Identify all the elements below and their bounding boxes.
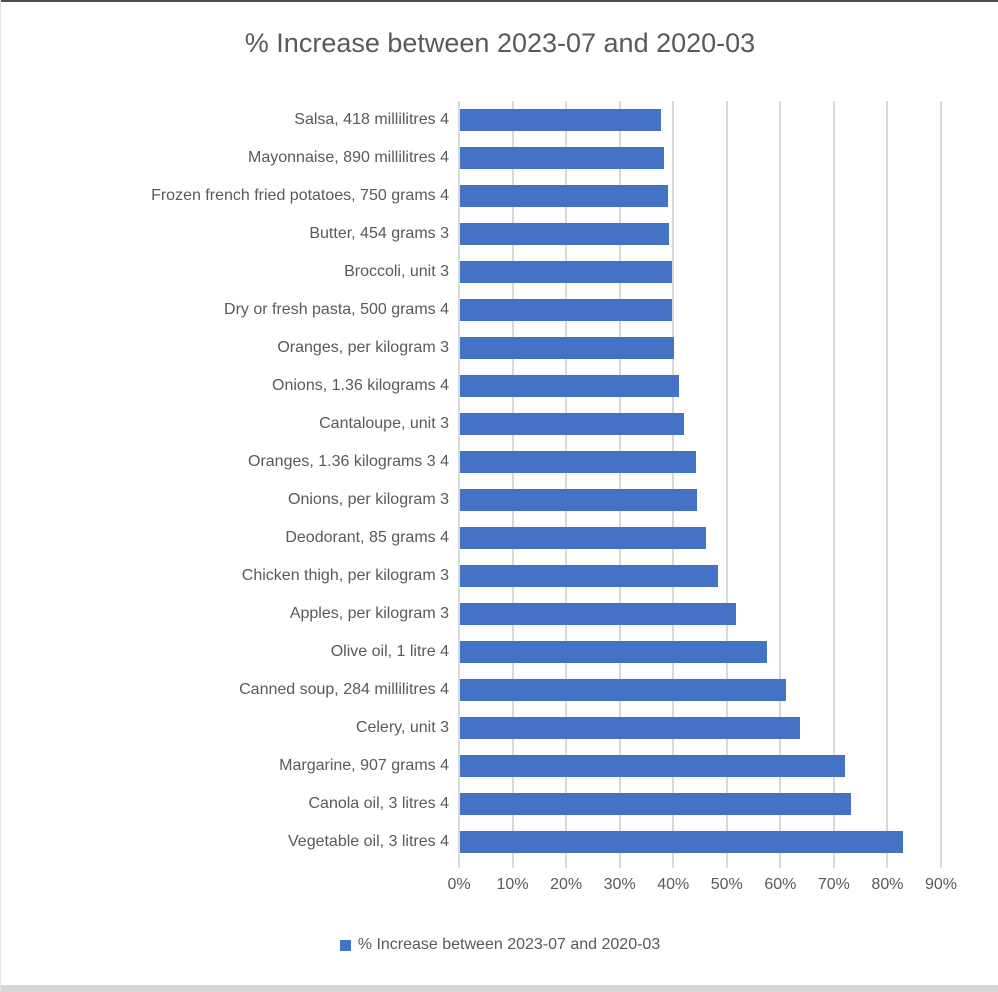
legend-label: % Increase between 2023-07 and 2020-03 — [357, 936, 661, 953]
bar-3 — [460, 185, 668, 207]
gridline-60% — [779, 101, 782, 861]
category-label-1: Salsa, 418 millilitres 4 — [294, 111, 449, 128]
axis-tick-80% — [886, 861, 889, 868]
axis-tick-90% — [940, 861, 942, 868]
bar-8 — [460, 375, 679, 397]
bar-17 — [460, 717, 800, 739]
value-axis-label-40%: 40% — [657, 876, 690, 893]
gridline-30% — [618, 101, 621, 861]
gridline-70% — [832, 101, 835, 861]
axis-tick-20% — [565, 861, 568, 868]
value-axis-label-90%: 90% — [924, 876, 958, 893]
category-label-20: Vegetable oil, 3 litres 4 — [288, 833, 449, 850]
category-label-13: Chicken thigh, per kilogram 3 — [241, 567, 449, 584]
bar-11 — [460, 489, 697, 511]
gridline-10% — [511, 101, 514, 861]
bar-13 — [460, 565, 719, 587]
bar-7 — [460, 337, 675, 359]
value-axis-label-30%: 30% — [603, 876, 636, 893]
bar-5 — [460, 261, 672, 283]
bar-20 — [460, 831, 903, 853]
bar-2 — [460, 147, 664, 169]
category-label-9: Cantaloupe, unit 3 — [319, 415, 449, 432]
axis-tick-10% — [511, 861, 514, 868]
gridline-80% — [886, 101, 889, 861]
plot-area — [458, 101, 942, 868]
bar-10 — [460, 451, 696, 473]
category-label-18: Margarine, 907 grams 4 — [279, 757, 449, 774]
category-label-7: Oranges, per kilogram 3 — [277, 339, 449, 356]
axis-tick-30% — [618, 861, 621, 868]
gridline-20% — [565, 101, 568, 861]
axis-tick-70% — [832, 861, 835, 868]
legend: % Increase between 2023-07 and 2020-03 — [1, 936, 998, 954]
category-label-4: Butter, 454 grams 3 — [309, 225, 449, 242]
bar-1 — [460, 109, 661, 131]
bar-6 — [460, 299, 673, 321]
value-axis-label-70%: 70% — [817, 876, 850, 893]
gridline-50% — [725, 101, 728, 861]
category-label-11: Onions, per kilogram 3 — [288, 491, 449, 508]
gridline-90% — [940, 101, 942, 861]
bar-16 — [460, 679, 786, 701]
category-label-16: Canned soup, 284 millilitres 4 — [239, 681, 449, 698]
bottom-border — [1, 985, 998, 992]
category-label-14: Apples, per kilogram 3 — [289, 605, 449, 622]
category-label-5: Broccoli, unit 3 — [344, 263, 449, 280]
legend-swatch — [339, 939, 351, 951]
axis-tick-50% — [725, 861, 728, 868]
category-label-19: Canola oil, 3 litres 4 — [308, 795, 449, 812]
category-label-17: Celery, unit 3 — [355, 719, 449, 736]
category-label-8: Onions, 1.36 kilograms 4 — [272, 377, 449, 394]
bar-19 — [460, 793, 852, 815]
value-axis-label-0%: 0% — [447, 876, 471, 893]
category-label-3: Frozen french fried potatoes, 750 grams … — [151, 187, 449, 204]
value-axis-label-20%: 20% — [550, 876, 583, 893]
bar-12 — [460, 527, 707, 549]
axis-tick-60% — [779, 861, 782, 868]
bar-4 — [460, 223, 669, 245]
value-axis-label-50%: 50% — [710, 876, 743, 893]
gridline-40% — [672, 101, 675, 861]
category-label-2: Mayonnaise, 890 millilitres 4 — [248, 149, 449, 166]
value-axis-label-60%: 60% — [764, 876, 797, 893]
top-border — [1, 0, 998, 2]
category-label-6: Dry or fresh pasta, 500 grams 4 — [224, 301, 449, 318]
category-label-15: Olive oil, 1 litre 4 — [330, 643, 449, 660]
bar-14 — [460, 603, 737, 625]
axis-tick-40% — [672, 861, 675, 868]
axis-tick-0% — [458, 861, 460, 868]
bar-15 — [460, 641, 768, 663]
chart-title: % Increase between 2023-07 and 2020-03 — [244, 28, 756, 58]
bar-9 — [460, 413, 684, 435]
value-axis-label-80%: 80% — [871, 876, 904, 893]
category-label-10: Oranges, 1.36 kilograms 3 4 — [248, 453, 449, 470]
bar-18 — [460, 755, 845, 777]
value-axis-label-10%: 10% — [496, 876, 529, 893]
category-label-12: Deodorant, 85 grams 4 — [285, 529, 449, 546]
gridline-0% — [458, 101, 460, 861]
